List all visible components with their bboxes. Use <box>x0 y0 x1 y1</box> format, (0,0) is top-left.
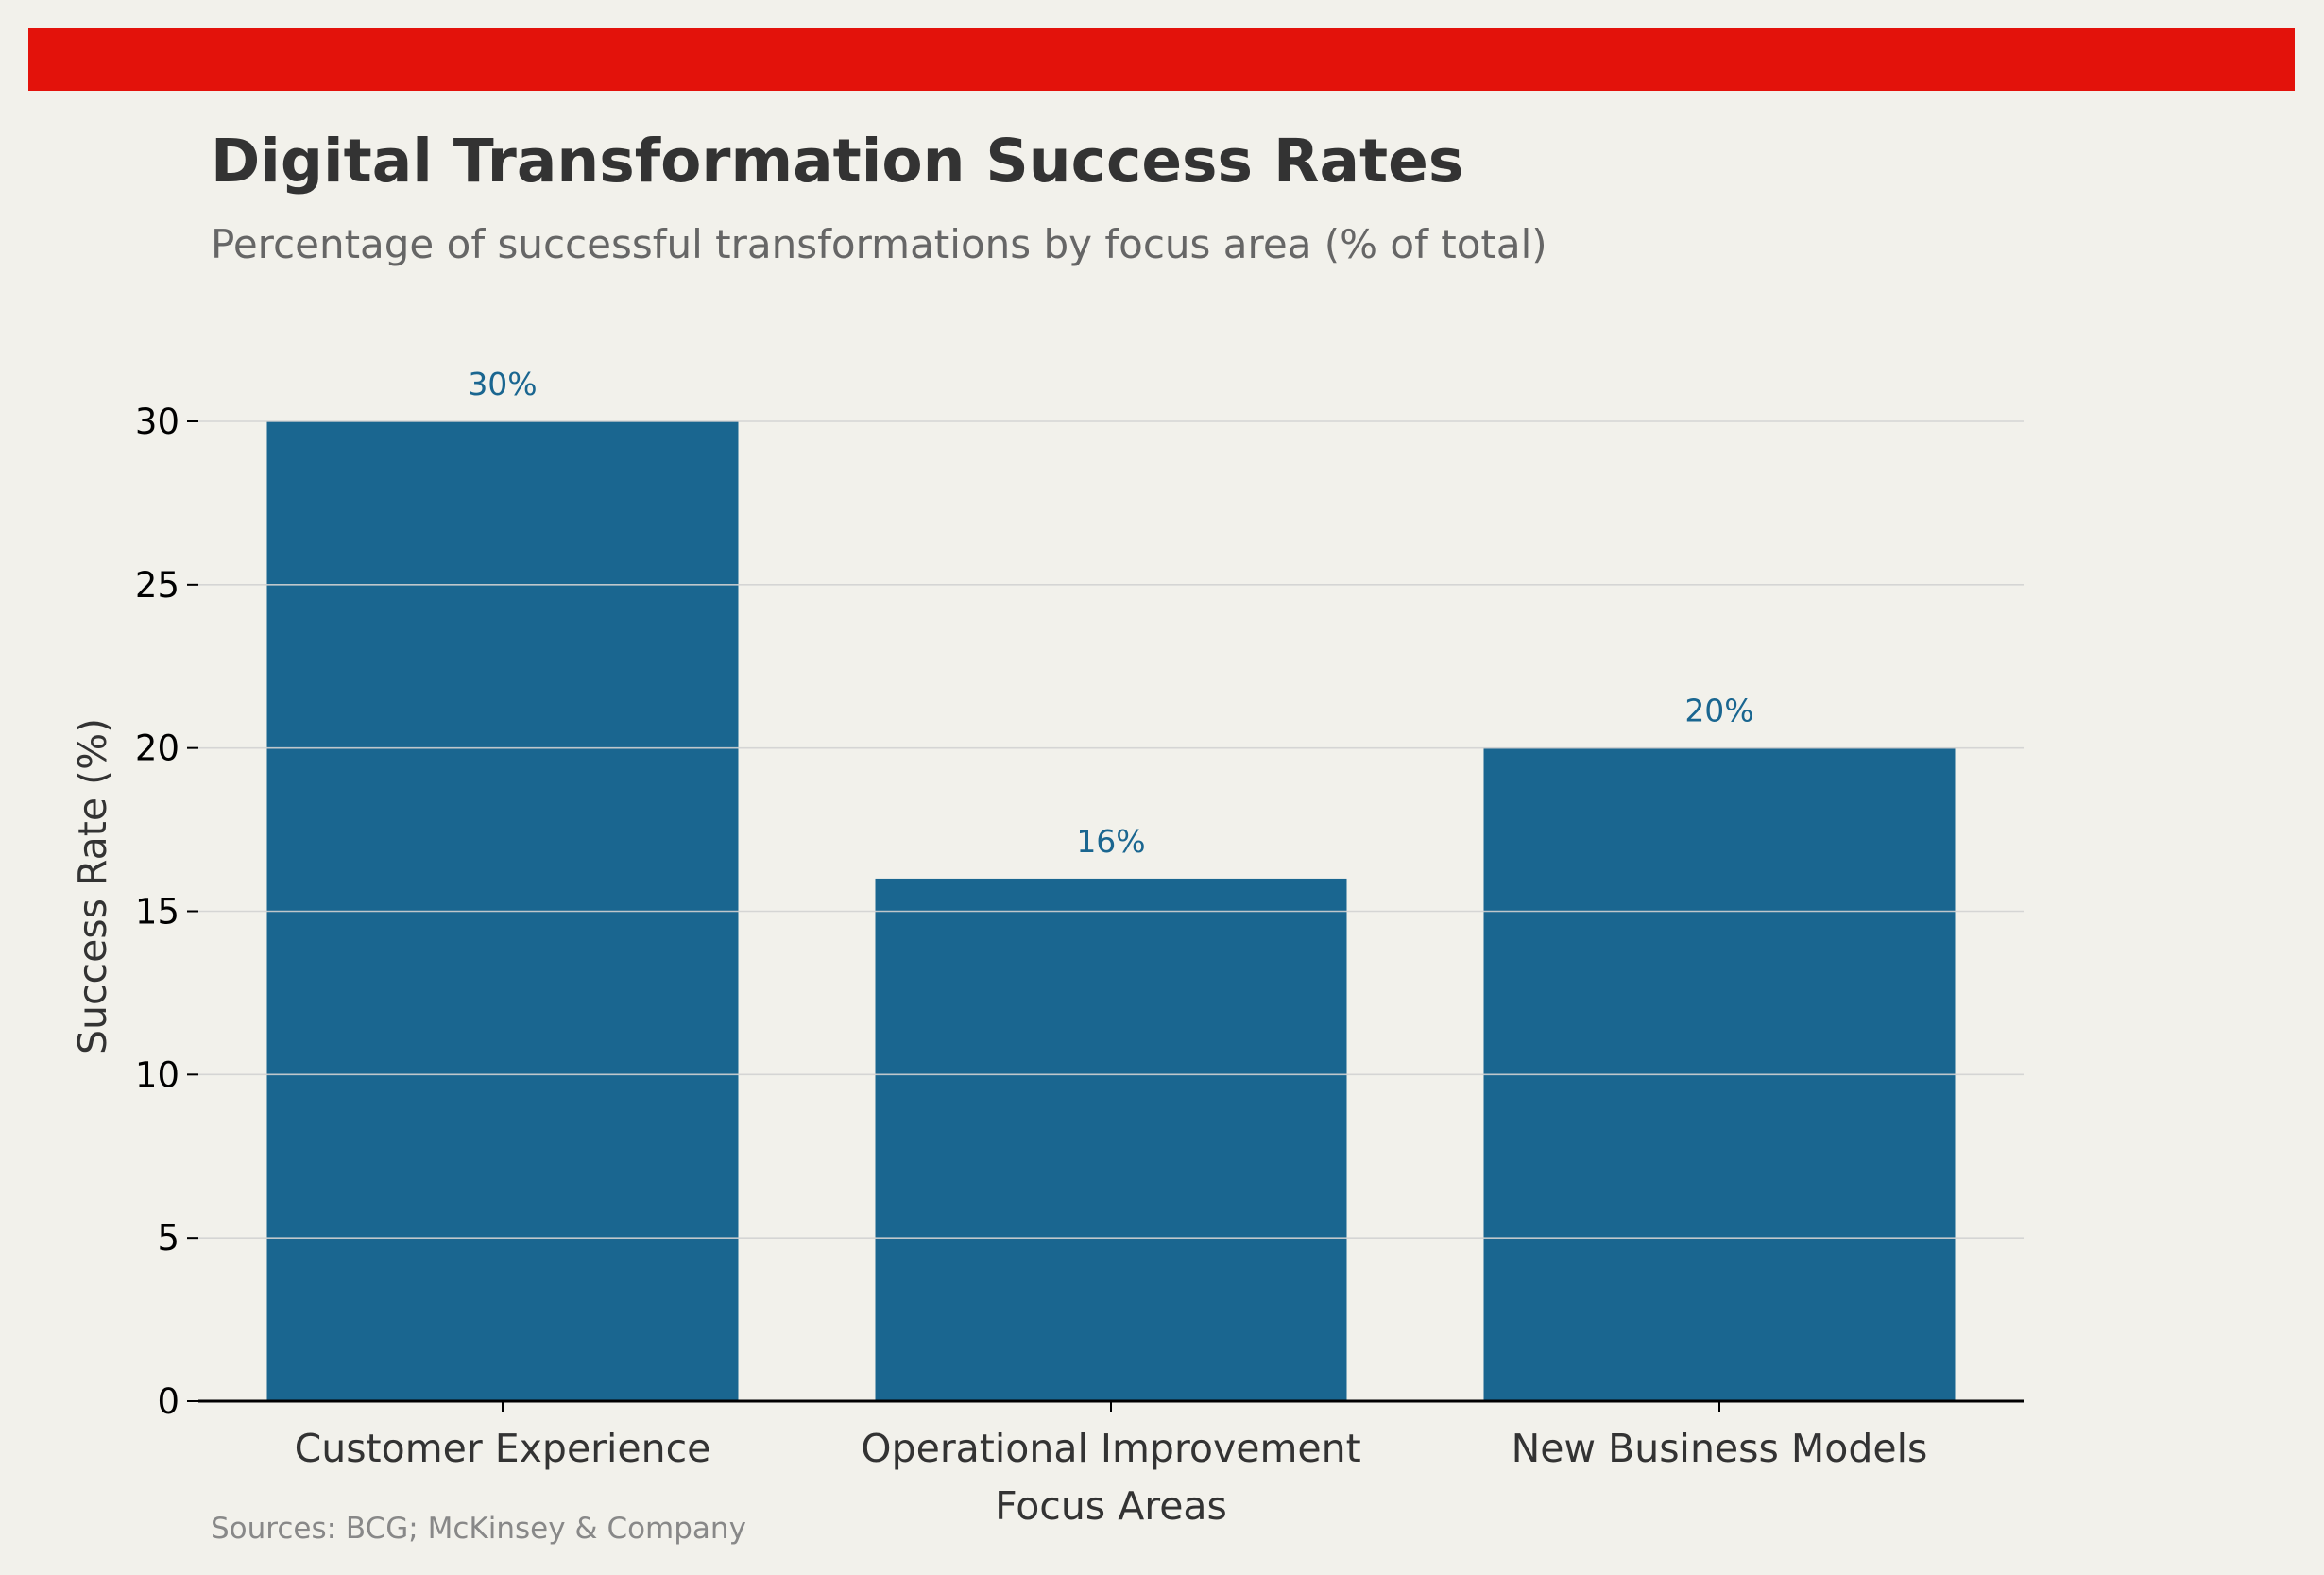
data-label: 30% <box>468 366 537 402</box>
y-tick-label: 20 <box>135 728 179 769</box>
y-tick-label: 10 <box>135 1054 179 1095</box>
x-axis-label: Focus Areas <box>995 1483 1227 1529</box>
y-tick-label: 25 <box>135 565 179 606</box>
accent-bar <box>28 28 2295 91</box>
y-axis-label: Success Rate (%) <box>70 718 115 1054</box>
y-tick-label: 15 <box>135 892 179 933</box>
x-tick-label: Operational Improvement <box>861 1426 1360 1471</box>
x-tick-label: Customer Experience <box>295 1426 711 1471</box>
data-label: 16% <box>1076 823 1145 860</box>
y-tick-label: 0 <box>157 1381 179 1422</box>
y-tick-label: 5 <box>157 1218 179 1258</box>
data-label: 20% <box>1684 693 1753 729</box>
y-tick-label: 30 <box>135 402 179 442</box>
chart-title: Digital Transformation Success Rates <box>211 127 1464 196</box>
bar <box>875 878 1347 1401</box>
source-note: Sources: BCG; McKinsey & Company <box>211 1512 746 1546</box>
x-tick-label: New Business Models <box>1512 1426 1928 1471</box>
chart-subtitle: Percentage of successful transformations… <box>211 221 1547 267</box>
